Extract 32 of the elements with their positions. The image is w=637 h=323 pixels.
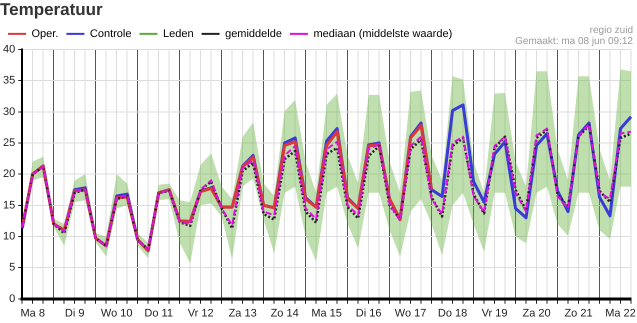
x-tick-label: Do 18 <box>438 307 468 320</box>
chart-title: Temperatuur <box>0 0 104 19</box>
x-tick-label: Vr 12 <box>188 307 214 320</box>
x-tick-label: Ma 15 <box>311 307 342 320</box>
x-tick-label: Za 20 <box>522 307 551 320</box>
x-tick-label: Di 16 <box>356 307 382 320</box>
y-tick-label: 10 <box>2 230 16 242</box>
y-tick-label: 25 <box>2 136 16 149</box>
legend-label: gemiddelde <box>225 28 282 40</box>
x-tick-label: Ma 8 <box>20 307 45 320</box>
text: Gemaakt: ma 08 jun 09:12 <box>515 36 634 47</box>
legend-label: Controle <box>90 28 132 40</box>
x-tick-label: Vr 19 <box>482 307 508 320</box>
y-tick-label: 40 <box>2 43 16 56</box>
x-tick-label: Wo 10 <box>100 307 132 320</box>
text: regio zuid <box>590 24 633 36</box>
y-tick-label: 20 <box>2 168 16 180</box>
legend-label: Leden <box>162 28 194 40</box>
legend-label: mediaan (middelste waarde) <box>313 28 452 40</box>
x-tick-label: Do 11 <box>144 307 173 320</box>
legend-label: Oper. <box>32 28 58 40</box>
y-tick-label: 0 <box>9 292 16 305</box>
x-tick-label: Di 9 <box>64 307 84 320</box>
y-tick-label: 5 <box>9 262 16 274</box>
x-tick-label: Zo 21 <box>564 307 593 320</box>
y-tick-label: 35 <box>2 74 16 87</box>
y-tick-label: 30 <box>2 106 16 118</box>
x-tick-label: Za 13 <box>228 307 257 320</box>
x-tick-label: Wo 17 <box>394 307 426 320</box>
y-tick-label: 15 <box>2 199 16 212</box>
x-tick-label: Ma 22 <box>605 307 636 320</box>
x-tick-label: Zo 14 <box>270 307 299 320</box>
